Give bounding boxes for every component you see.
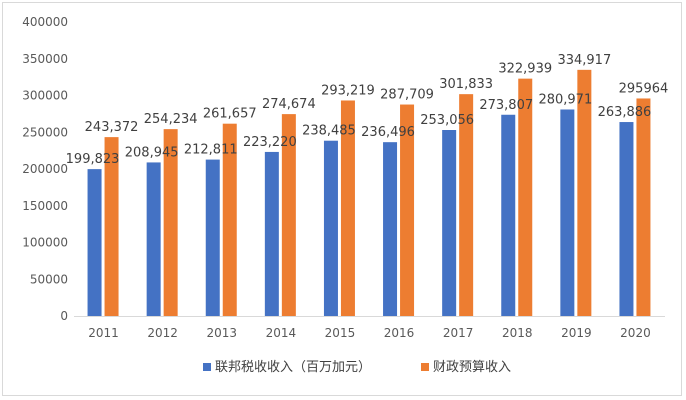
data-label: 295964 — [619, 81, 669, 96]
bar-fiscal-budget-revenue — [459, 94, 474, 317]
data-label: 199,823 — [66, 152, 120, 167]
legend-item-fiscal-budget-revenue: 财政预算收入 — [421, 360, 511, 375]
data-label: 243,372 — [85, 120, 139, 135]
bar-federal-tax-revenue — [560, 109, 575, 316]
x-tick-label: 2019 — [561, 326, 592, 340]
bar-fiscal-budget-revenue — [577, 69, 592, 317]
bars — [87, 69, 651, 317]
legend-label: 财政预算收入 — [433, 360, 511, 375]
data-label: 293,219 — [321, 83, 375, 98]
y-tick-label: 350000 — [22, 52, 68, 66]
data-label: 254,234 — [144, 112, 198, 127]
y-tick-label: 0 — [60, 309, 68, 323]
y-tick-label: 200000 — [22, 162, 68, 176]
bar-fiscal-budget-revenue — [340, 100, 355, 316]
bar-federal-tax-revenue — [87, 169, 102, 316]
x-axis: 2011 2012 2013 2014 2015 2016 2017 2018 2019 2020 — [74, 316, 665, 340]
data-label: 274,674 — [262, 97, 316, 112]
bar-federal-tax-revenue — [501, 114, 516, 316]
data-label: 301,833 — [439, 77, 493, 92]
x-tick-label: 2017 — [443, 326, 474, 340]
x-tick-label: 2016 — [384, 326, 415, 340]
bar-federal-tax-revenue — [146, 162, 161, 316]
x-tick-label: 2012 — [147, 326, 178, 340]
data-label: 208,945 — [125, 145, 179, 160]
legend: 联邦税收收入（百万加元） 财政预算收入 — [203, 360, 511, 375]
data-labels: 199,823 243,372 208,945 254,234 212,811 261,6… — [66, 53, 669, 167]
data-label: 212,811 — [184, 143, 238, 158]
y-axis: 0 50000 100000 150000 200000 250000 300000 3500… — [22, 15, 68, 323]
bar-fiscal-budget-revenue — [104, 137, 119, 316]
legend-swatch — [203, 363, 211, 371]
bar-federal-tax-revenue — [323, 140, 338, 316]
data-label: 273,807 — [479, 98, 533, 113]
data-label: 238,485 — [302, 124, 356, 139]
y-tick-label: 100000 — [22, 236, 68, 250]
legend-item-federal-tax-revenue: 联邦税收收入（百万加元） — [203, 360, 371, 375]
bar-fiscal-budget-revenue — [518, 78, 533, 316]
data-label: 236,496 — [361, 125, 415, 140]
data-label: 287,709 — [380, 88, 434, 103]
y-tick-label: 400000 — [22, 15, 68, 29]
y-tick-label: 250000 — [22, 125, 68, 139]
bar-fiscal-budget-revenue — [636, 98, 651, 316]
y-tick-label: 50000 — [30, 272, 68, 286]
legend-label: 联邦税收收入（百万加元） — [215, 360, 371, 375]
data-label: 334,917 — [557, 53, 611, 68]
bar-federal-tax-revenue — [442, 130, 457, 316]
bar-federal-tax-revenue — [205, 159, 220, 316]
bar-federal-tax-revenue — [264, 151, 279, 316]
data-label: 280,971 — [538, 92, 592, 107]
bar-federal-tax-revenue — [619, 122, 634, 316]
data-label: 253,056 — [420, 113, 474, 128]
x-tick-label: 2013 — [206, 326, 237, 340]
x-tick-label: 2011 — [88, 326, 119, 340]
y-tick-label: 150000 — [22, 199, 68, 213]
data-label: 322,939 — [498, 62, 552, 77]
data-label: 223,220 — [243, 135, 297, 150]
bar-federal-tax-revenue — [383, 142, 398, 316]
bar-fiscal-budget-revenue — [400, 104, 415, 317]
bar-fiscal-budget-revenue — [222, 123, 237, 317]
bar-fiscal-budget-revenue — [163, 129, 178, 316]
x-tick-label: 2015 — [325, 326, 356, 340]
x-tick-label: 2018 — [502, 326, 533, 340]
x-tick-label: 2014 — [266, 326, 297, 340]
data-label: 261,657 — [203, 107, 257, 122]
legend-swatch — [421, 363, 429, 371]
y-tick-label: 300000 — [22, 89, 68, 103]
x-tick-label: 2020 — [620, 326, 651, 340]
data-label: 263,886 — [598, 105, 652, 120]
bar-fiscal-budget-revenue — [281, 114, 296, 316]
